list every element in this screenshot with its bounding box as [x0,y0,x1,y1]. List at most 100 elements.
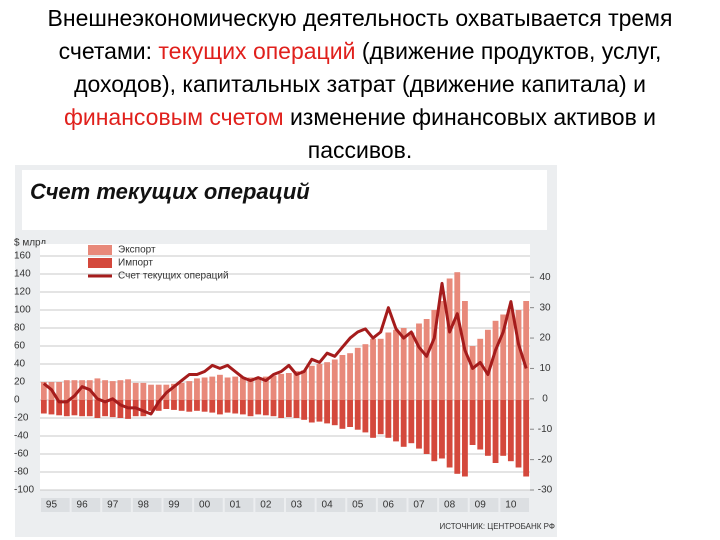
y-tick-label: 80 [14,323,26,334]
x-label-box [500,498,529,512]
bar [492,320,499,400]
bar [416,400,422,449]
bar [262,400,269,416]
bar [102,400,108,417]
bar [446,400,453,468]
bar [331,359,338,400]
bar [347,353,353,400]
x-tick-label: 96 [77,500,89,511]
x-tick-label: 06 [383,500,395,511]
bar [339,400,346,429]
bar [209,376,216,400]
x-label-box [286,498,315,512]
bar [148,400,154,411]
bar [194,400,200,411]
y-tick-label: -20 [14,413,29,424]
bar [217,400,223,415]
x-label-box [408,498,438,512]
bar [454,400,461,474]
bar [109,400,116,418]
x-tick-label: 99 [168,500,180,511]
y-tick-label: 100 [14,305,31,316]
bar [148,384,154,400]
x-tick-label: 97 [107,500,119,511]
x-tick-label: 02 [260,500,272,511]
bar [500,314,507,400]
bar [140,400,147,417]
bar [515,310,522,400]
bar [201,400,208,412]
bar [247,377,254,400]
bar [316,400,323,422]
bar [324,400,331,424]
bar [201,377,208,400]
y-tick-label: -80 [14,467,29,478]
bar [301,370,308,400]
bar [370,338,376,400]
bar [469,346,476,400]
bar [140,382,147,400]
bar [400,400,407,447]
bar [56,382,63,400]
bar [285,400,292,418]
y-tick-label: 160 [14,251,31,262]
bar [347,400,353,427]
bar [232,400,239,414]
bar [446,278,453,400]
legend-label: Экспорт [118,245,156,256]
bar [377,338,384,400]
bar [500,400,507,456]
bar [462,400,468,477]
x-label-box [439,498,468,512]
x-label-box [194,498,223,512]
bar [278,373,285,400]
bar [232,376,239,400]
bar [301,400,308,420]
x-label-box [255,498,284,512]
heading-text: текущих операций [158,38,356,64]
bar [171,383,177,400]
heading-text: изменение финансовых активов и пассивов. [283,104,657,163]
y-tick-label: 60 [14,341,26,352]
y2-tick-label: -20 [538,454,553,465]
bar [178,382,185,400]
bar [400,328,407,400]
bar [262,376,269,400]
x-tick-label: 04 [322,500,334,511]
bar [270,400,277,417]
bar [94,378,101,400]
y-tick-label: 0 [14,395,20,406]
bar [431,310,438,400]
x-tick-label: 01 [230,500,242,511]
title-box [22,170,547,230]
bar [423,319,430,400]
bar [270,375,277,400]
bar [278,400,285,418]
bar [362,344,369,400]
bar [484,400,491,456]
bar [132,382,139,400]
y2-tick-label: 20 [539,333,551,344]
bar [316,364,323,400]
y-tick-label: 40 [14,359,26,370]
bar [40,400,47,414]
bar [255,378,262,400]
bar [125,400,131,419]
bar [224,400,231,413]
x-label-box [469,498,499,512]
y-tick-label: -60 [14,449,29,460]
bar [63,400,70,417]
bar [79,400,86,417]
heading-text: (движение продуктов, услуг, доходов), ка… [74,38,662,97]
y2-tick-label: 30 [539,302,551,313]
x-label-box [132,498,162,512]
bar [255,400,262,415]
x-label-box [224,498,254,512]
x-tick-label: 05 [352,500,364,511]
y-axis-label: $ млрд [14,238,46,249]
bar [247,400,254,417]
x-tick-label: 08 [444,500,456,511]
bar [439,301,445,400]
bar [362,400,369,433]
